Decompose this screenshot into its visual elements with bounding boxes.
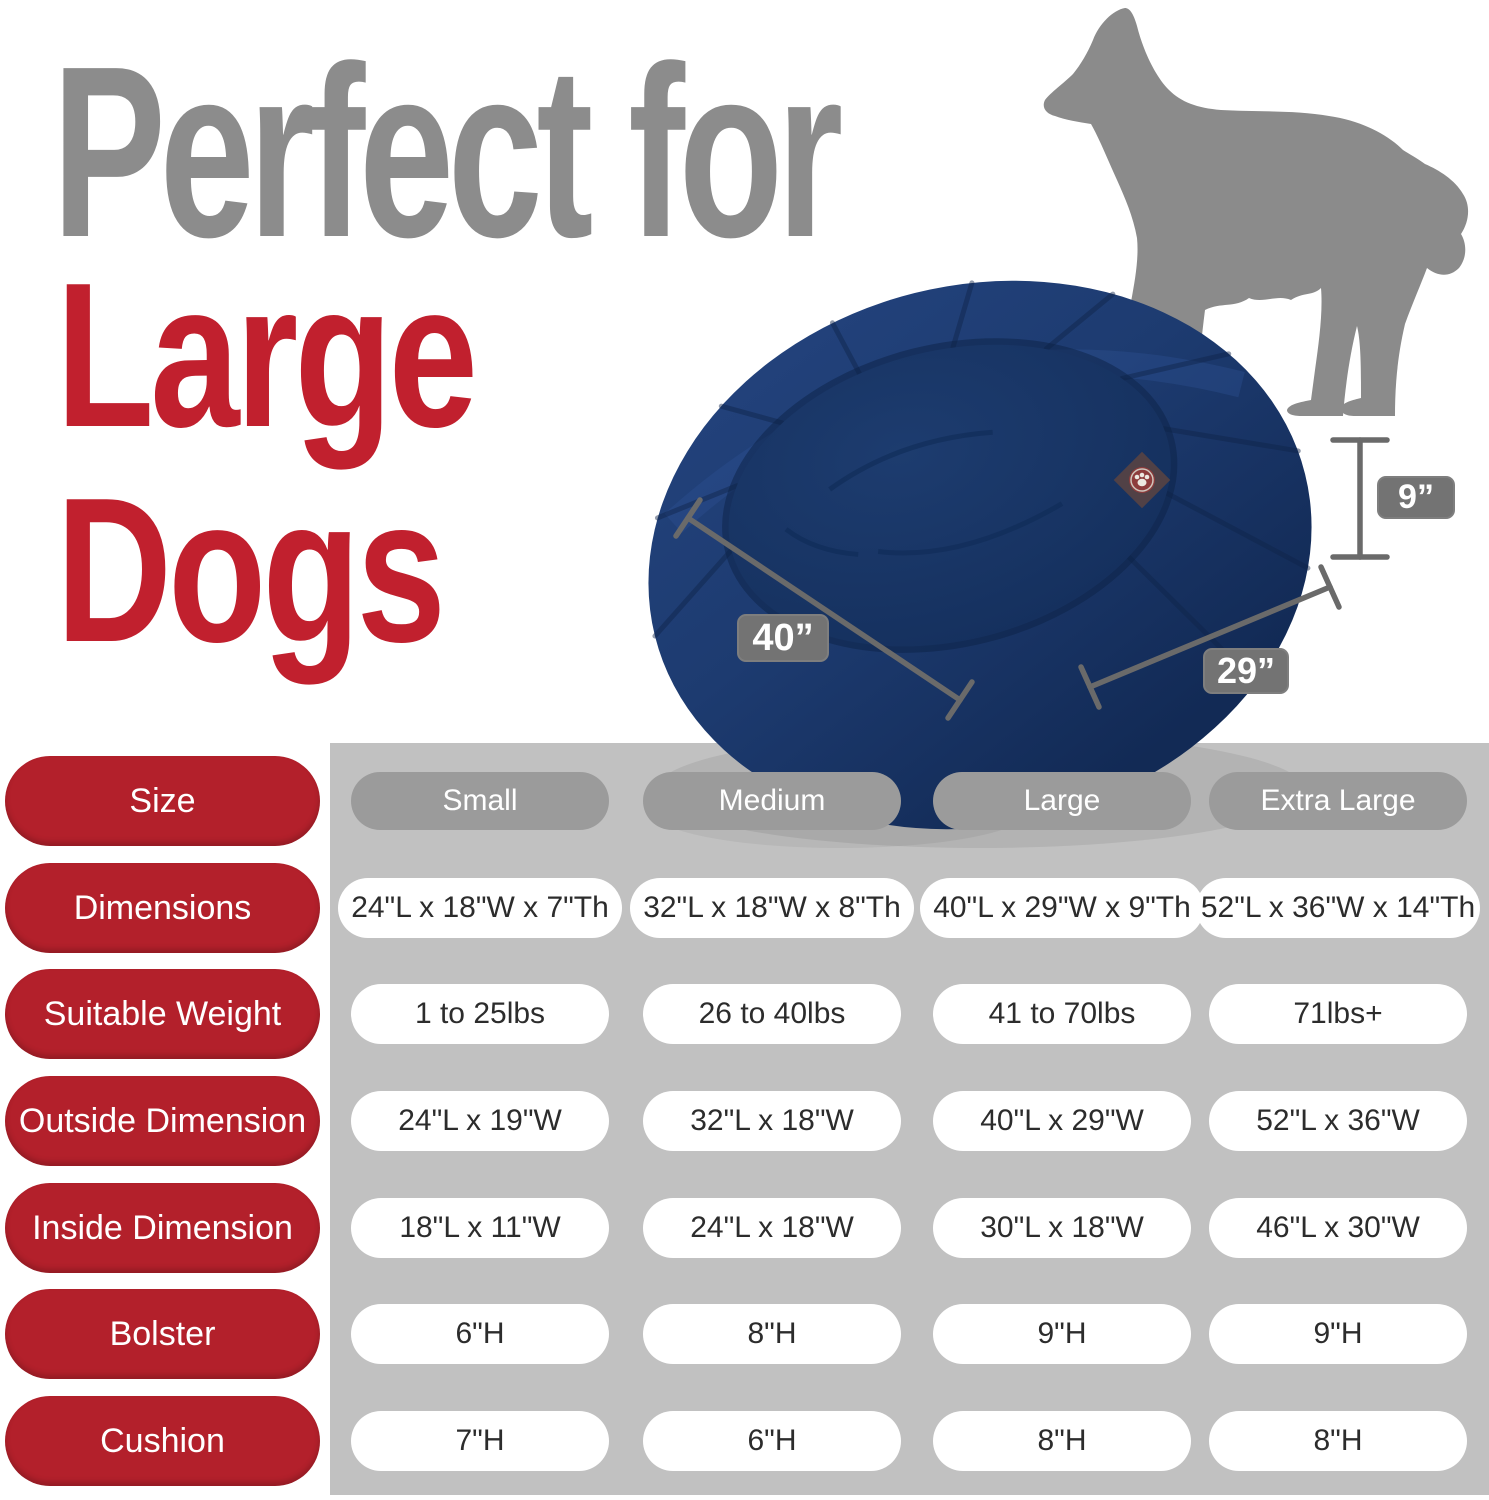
width-dimension-label: 29” [1203,648,1289,694]
row-label-outside-dimension: Outside Dimension [5,1076,320,1166]
row-label-suitable-weight: Suitable Weight [5,969,320,1059]
cell-outside-extra-large: 52"L x 36"W [1209,1091,1467,1151]
headline-large: Large [56,240,478,470]
cell-cushion-large: 8"H [933,1411,1191,1471]
cell-outside-small: 24"L x 19"W [351,1091,609,1151]
cell-dimensions-extra-large: 52"L x 36"W x 14"Th [1196,878,1480,938]
cell-dimensions-medium: 32"L x 18"W x 8"Th [630,878,914,938]
cell-cushion-small: 7"H [351,1411,609,1471]
paw-badge-icon [1113,451,1171,509]
cell-dimensions-small: 24"L x 18"W x 7"Th [338,878,622,938]
row-label-bolster: Bolster [5,1289,320,1379]
cell-inside-extra-large: 46"L x 30"W [1209,1198,1467,1258]
cell-inside-large: 30"L x 18"W [933,1198,1191,1258]
row-label-inside-dimension: Inside Dimension [5,1183,320,1273]
cell-inside-small: 18"L x 11"W [351,1198,609,1258]
headline-large-dogs: Large Dogs [56,240,478,686]
cell-bolster-extra-large: 9"H [1209,1304,1467,1364]
column-header-extra-large: Extra Large [1209,772,1467,830]
cell-bolster-small: 6"H [351,1304,609,1364]
cell-bolster-large: 9"H [933,1304,1191,1364]
row-label-size: Size [5,756,320,846]
column-header-medium: Medium [643,772,901,830]
length-dimension-label: 40” [737,614,829,662]
cell-outside-large: 40"L x 29"W [933,1091,1191,1151]
column-header-small: Small [351,772,609,830]
cell-outside-medium: 32"L x 18"W [643,1091,901,1151]
cell-cushion-medium: 6"H [643,1411,901,1471]
cell-inside-medium: 24"L x 18"W [643,1198,901,1258]
headline-perfect-for: Perfect for [52,15,843,288]
row-label-cushion: Cushion [5,1396,320,1486]
column-header-large: Large [933,772,1191,830]
cell-bolster-medium: 8"H [643,1304,901,1364]
cell-weight-small: 1 to 25lbs [351,984,609,1044]
row-label-dimensions: Dimensions [5,863,320,953]
cell-weight-extra-large: 71lbs+ [1209,984,1467,1044]
height-dimension-label: 9” [1377,476,1455,519]
headline-dogs: Dogs [56,455,446,686]
cell-weight-large: 41 to 70lbs [933,984,1191,1044]
cell-cushion-extra-large: 8"H [1209,1411,1467,1471]
cell-dimensions-large: 40"L x 29"W x 9"Th [920,878,1204,938]
cell-weight-medium: 26 to 40lbs [643,984,901,1044]
